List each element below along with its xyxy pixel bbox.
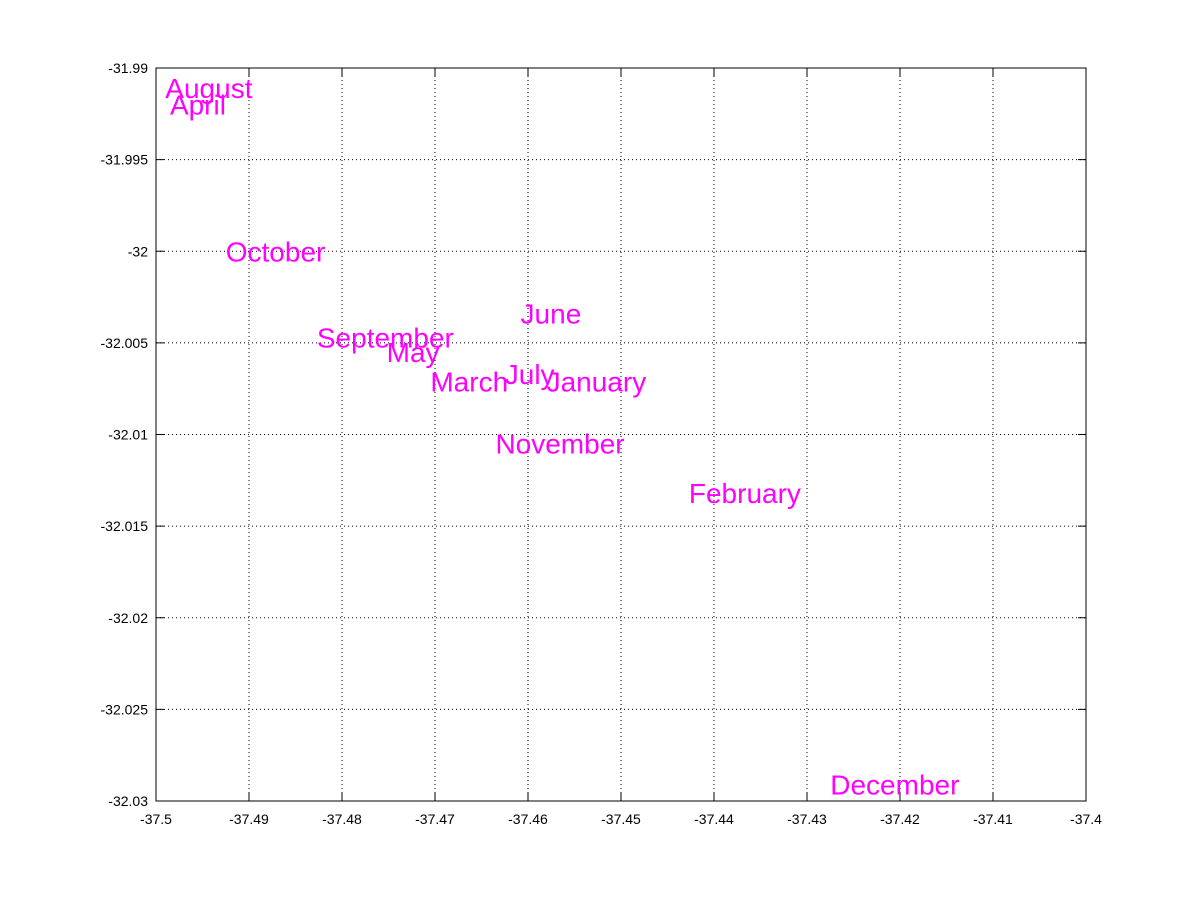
point-label-december: December [830,770,959,801]
grid [156,68,1086,801]
y-tick-label: -31.995 [101,152,149,168]
y-tick-label: -32.02 [108,610,148,626]
y-tick-label: -32.01 [108,427,148,443]
x-tick-label: -37.5 [140,811,172,827]
y-tick-label: -32.005 [101,335,149,351]
x-tick-label: -37.43 [787,811,827,827]
x-tick-label: -37.44 [694,811,734,827]
x-tick-label: -37.41 [973,811,1013,827]
x-tick-label: -37.4 [1070,811,1102,827]
point-label-september: September [317,322,454,353]
x-tick-label: -37.48 [322,811,362,827]
y-tick-label: -32.025 [101,701,149,717]
x-tick-label: -37.47 [415,811,455,827]
point-label-july: July [505,359,555,390]
point-label-may: May [387,337,440,368]
point-label-february: February [689,478,801,509]
point-label-november: November [495,429,624,460]
x-tick-label: -37.49 [229,811,269,827]
x-axis: -37.5 -37.49 -37.48 -37.47 -37.46 -37.45 -37.4… [140,68,1102,827]
x-tick-label: -37.45 [601,811,641,827]
y-tick-label: -32.03 [108,793,148,809]
x-tick-label: -37.46 [508,811,548,827]
y-tick-label: -32.015 [101,518,149,534]
point-label-march: March [430,366,508,397]
y-axis: -31.99 -31.995 -32 -32.005 -32.01 -32.015 -32.… [101,60,1086,809]
y-tick-label: -32 [128,243,148,259]
point-label-january: January [547,366,647,397]
point-label-october: October [226,236,326,267]
point-label-april: April [170,90,226,121]
point-label-august: August [165,73,252,104]
point-label-june: June [521,299,582,330]
y-tick-label: -31.99 [108,60,148,76]
x-tick-label: -37.42 [880,811,920,827]
